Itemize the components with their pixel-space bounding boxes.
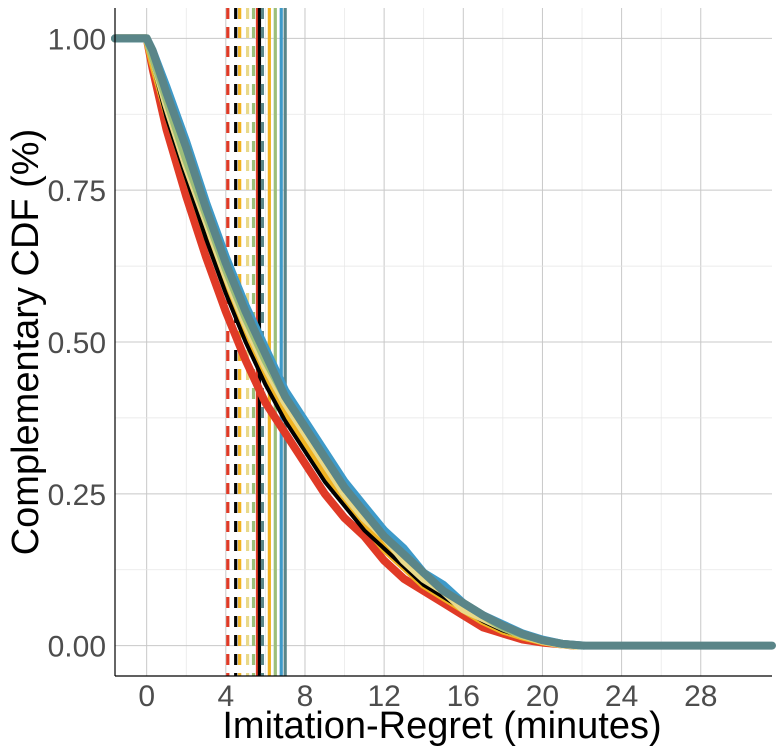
y-axis-title: Complementary CDF (%) (5, 129, 47, 556)
x-axis-title: Imitation-Regret (minutes) (222, 705, 661, 747)
x-tick-label: 28 (684, 680, 717, 713)
series-line-6 (111, 34, 776, 650)
x-tick-label: 8 (297, 680, 314, 713)
y-tick-labels: 0.00 0.25 0.50 0.75 1.00 (48, 23, 106, 663)
x-tick-label: 20 (526, 680, 559, 713)
x-tick-label: 4 (217, 680, 234, 713)
y-tick-label: 1.00 (48, 23, 106, 56)
y-tick-label: 0.50 (48, 327, 106, 360)
series-lines (111, 34, 776, 650)
gridlines (115, 8, 772, 676)
y-tick-label: 0.75 (48, 175, 106, 208)
x-tick-labels: 0 4 8 12 16 20 24 28 (138, 680, 717, 713)
x-tick-label: 24 (605, 680, 638, 713)
axes (114, 8, 772, 677)
x-tick-label: 12 (367, 680, 400, 713)
y-tick-label: 0.25 (48, 479, 106, 512)
x-tick-label: 16 (447, 680, 480, 713)
y-tick-label: 0.00 (48, 631, 106, 664)
x-tick-label: 0 (138, 680, 155, 713)
